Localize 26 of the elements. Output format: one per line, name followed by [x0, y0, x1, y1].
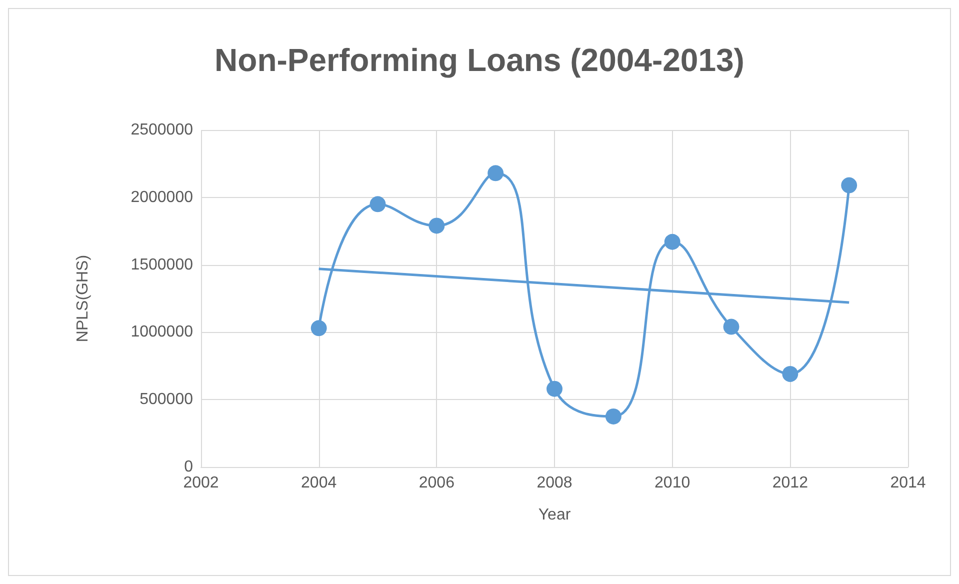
point	[310, 320, 327, 336]
y-tick-label: 0	[184, 458, 194, 476]
x-tick-label: 2006	[418, 474, 455, 492]
point	[370, 196, 386, 212]
point	[664, 234, 680, 250]
x-tick-label: 2014	[890, 474, 926, 492]
y-tick-label: 2500000	[130, 122, 194, 138]
x-tick-label: 2002	[183, 474, 219, 492]
chart-title: Non-Performing Loans (2004-2013)	[214, 42, 744, 78]
point	[723, 318, 740, 335]
y-tick-label: 500000	[140, 391, 194, 408]
x-tick-label: 2012	[772, 474, 808, 492]
point	[546, 380, 562, 397]
point	[488, 165, 504, 182]
point	[841, 177, 858, 194]
y-tick-label: 2000000	[130, 188, 194, 206]
point	[428, 218, 445, 234]
x-tick-label: 2008	[536, 474, 572, 492]
y-tick-label: 1500000	[130, 256, 194, 274]
y-tick-label: 1000000	[130, 324, 194, 341]
y-axis-title: NPLS(GHS)	[74, 254, 92, 342]
point	[782, 366, 798, 382]
x-tick-label: 2004	[301, 474, 337, 492]
point	[605, 408, 622, 424]
x-axis-title: Year	[538, 506, 572, 524]
x-tick-label: 2010	[654, 474, 690, 492]
